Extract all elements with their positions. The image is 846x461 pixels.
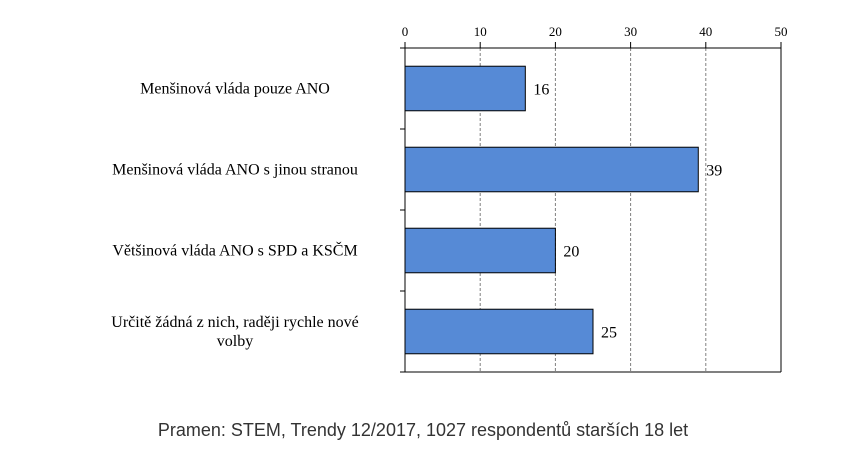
category-label-line: Většinová vláda ANO s SPD a KSČM (112, 241, 357, 260)
x-tick-label: 30 (624, 24, 637, 39)
category-label: Menšinová vláda ANO s jinou stranou (112, 162, 358, 179)
category-labels: Menšinová vláda pouze ANO Menšinová vláda… (111, 81, 358, 351)
x-tick-labels: 0 10 20 30 40 50 (402, 24, 788, 39)
bar-chart: 0 10 20 30 40 50 Menšinová vláda pouze ANOMen… (111, 24, 788, 373)
category-label: Většinová vláda ANO s SPD a KSČM (112, 241, 357, 260)
bars (404, 65, 699, 355)
source-note: Pramen: STEM, Trendy 12/2017, 1027 respo… (157, 420, 689, 440)
category-label-line: volby (217, 333, 253, 350)
category-label-line: Menšinová vláda pouze ANO (140, 81, 330, 98)
x-tick-label: 40 (699, 24, 712, 39)
bar (404, 227, 556, 274)
data-label: 39 (706, 163, 722, 180)
category-label: Určitě žádná z nich, raději rychle nové v… (111, 314, 358, 350)
category-label: Menšinová vláda pouze ANO (140, 81, 330, 98)
bar (404, 308, 594, 355)
data-labels: 16 39 20 25 (533, 82, 722, 342)
data-label: 16 (533, 82, 549, 99)
bar (404, 65, 526, 112)
category-label-line: Určitě žádná z nich, raději rychle nové (111, 314, 358, 331)
bar (404, 146, 699, 193)
x-tick-label: 0 (402, 24, 409, 39)
category-label-line: Menšinová vláda ANO s jinou stranou (112, 162, 358, 179)
x-tick-label: 50 (775, 24, 788, 39)
data-label: 20 (563, 244, 579, 261)
x-tick-label: 20 (549, 24, 562, 39)
x-tick-label: 10 (474, 24, 487, 39)
data-label: 25 (601, 325, 617, 342)
